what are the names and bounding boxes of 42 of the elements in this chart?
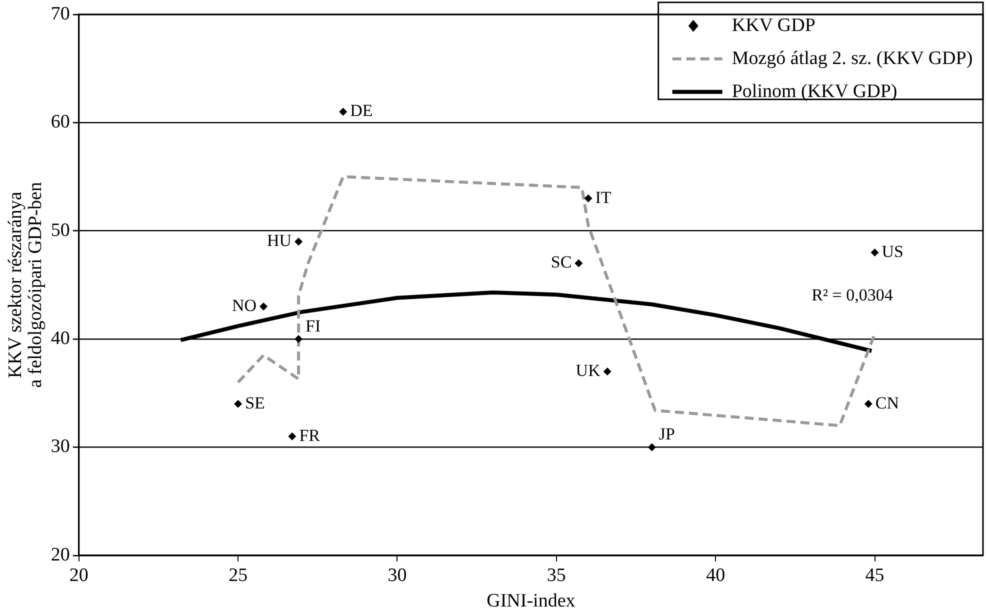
point xyxy=(584,194,592,202)
annotation: US xyxy=(882,242,904,261)
annotation: FI xyxy=(306,316,322,336)
x-tick-label: 40 xyxy=(706,564,726,586)
annotation: FR xyxy=(299,426,321,445)
annotation: HU xyxy=(267,231,292,250)
x-tick-label: 35 xyxy=(546,564,566,586)
annotation: IT xyxy=(595,188,612,207)
point xyxy=(260,302,268,311)
x-tick-label: 25 xyxy=(228,564,248,586)
point xyxy=(870,248,879,256)
legend-label: Polinom (KKV GDP) xyxy=(732,80,898,102)
point xyxy=(294,238,303,246)
y-tick-label: 40 xyxy=(50,328,70,349)
y-tick-label: 20 xyxy=(50,544,70,566)
point xyxy=(864,400,872,408)
y-tick-label: 60 xyxy=(50,112,70,133)
annotation: SC xyxy=(550,252,572,272)
annotation: CN xyxy=(875,393,900,412)
point xyxy=(294,335,303,343)
x-tick-label: 20 xyxy=(69,564,88,586)
y-tick-label: 30 xyxy=(50,436,70,458)
point xyxy=(234,400,242,408)
x-tick-label: 45 xyxy=(865,564,884,586)
point xyxy=(288,432,296,440)
point xyxy=(339,108,348,116)
y-tick-label: 70 xyxy=(50,3,70,24)
legend-label: Mozgó átlag 2. sz. (KKV GDP) xyxy=(732,48,973,69)
y-tick-label: 50 xyxy=(50,220,70,241)
point xyxy=(603,367,612,376)
point xyxy=(574,259,583,268)
x-tick-label: 30 xyxy=(388,564,407,586)
annotation: NO xyxy=(232,296,257,316)
annotation: UK xyxy=(576,360,602,380)
y-axis-title: KKV szektor részaránya a feldolgozóipari GDP-ben xyxy=(4,182,46,388)
annotation: R² = 0,0304 xyxy=(812,285,894,304)
legend-label: KKV GDP xyxy=(732,14,816,36)
annotation: DE xyxy=(350,101,373,120)
annotation: JP xyxy=(658,424,675,444)
point xyxy=(648,443,656,452)
x-axis-title: GINI-index xyxy=(486,590,576,612)
annotation: SE xyxy=(245,393,265,412)
